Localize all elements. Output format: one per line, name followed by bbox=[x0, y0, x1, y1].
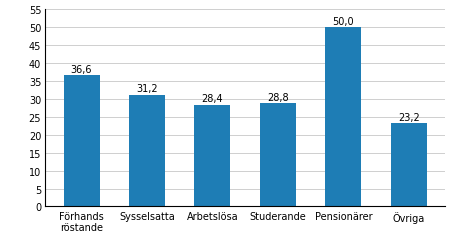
Bar bbox=[129, 95, 165, 207]
Text: 50,0: 50,0 bbox=[332, 17, 354, 26]
Bar bbox=[194, 105, 231, 207]
Text: 36,6: 36,6 bbox=[71, 65, 92, 74]
Text: 23,2: 23,2 bbox=[398, 112, 419, 122]
Text: 28,8: 28,8 bbox=[267, 92, 289, 102]
Text: 28,4: 28,4 bbox=[202, 94, 223, 104]
Bar bbox=[260, 104, 296, 207]
Bar bbox=[391, 124, 427, 207]
Text: 31,2: 31,2 bbox=[136, 84, 158, 94]
Bar bbox=[326, 28, 361, 207]
Bar bbox=[64, 76, 99, 207]
